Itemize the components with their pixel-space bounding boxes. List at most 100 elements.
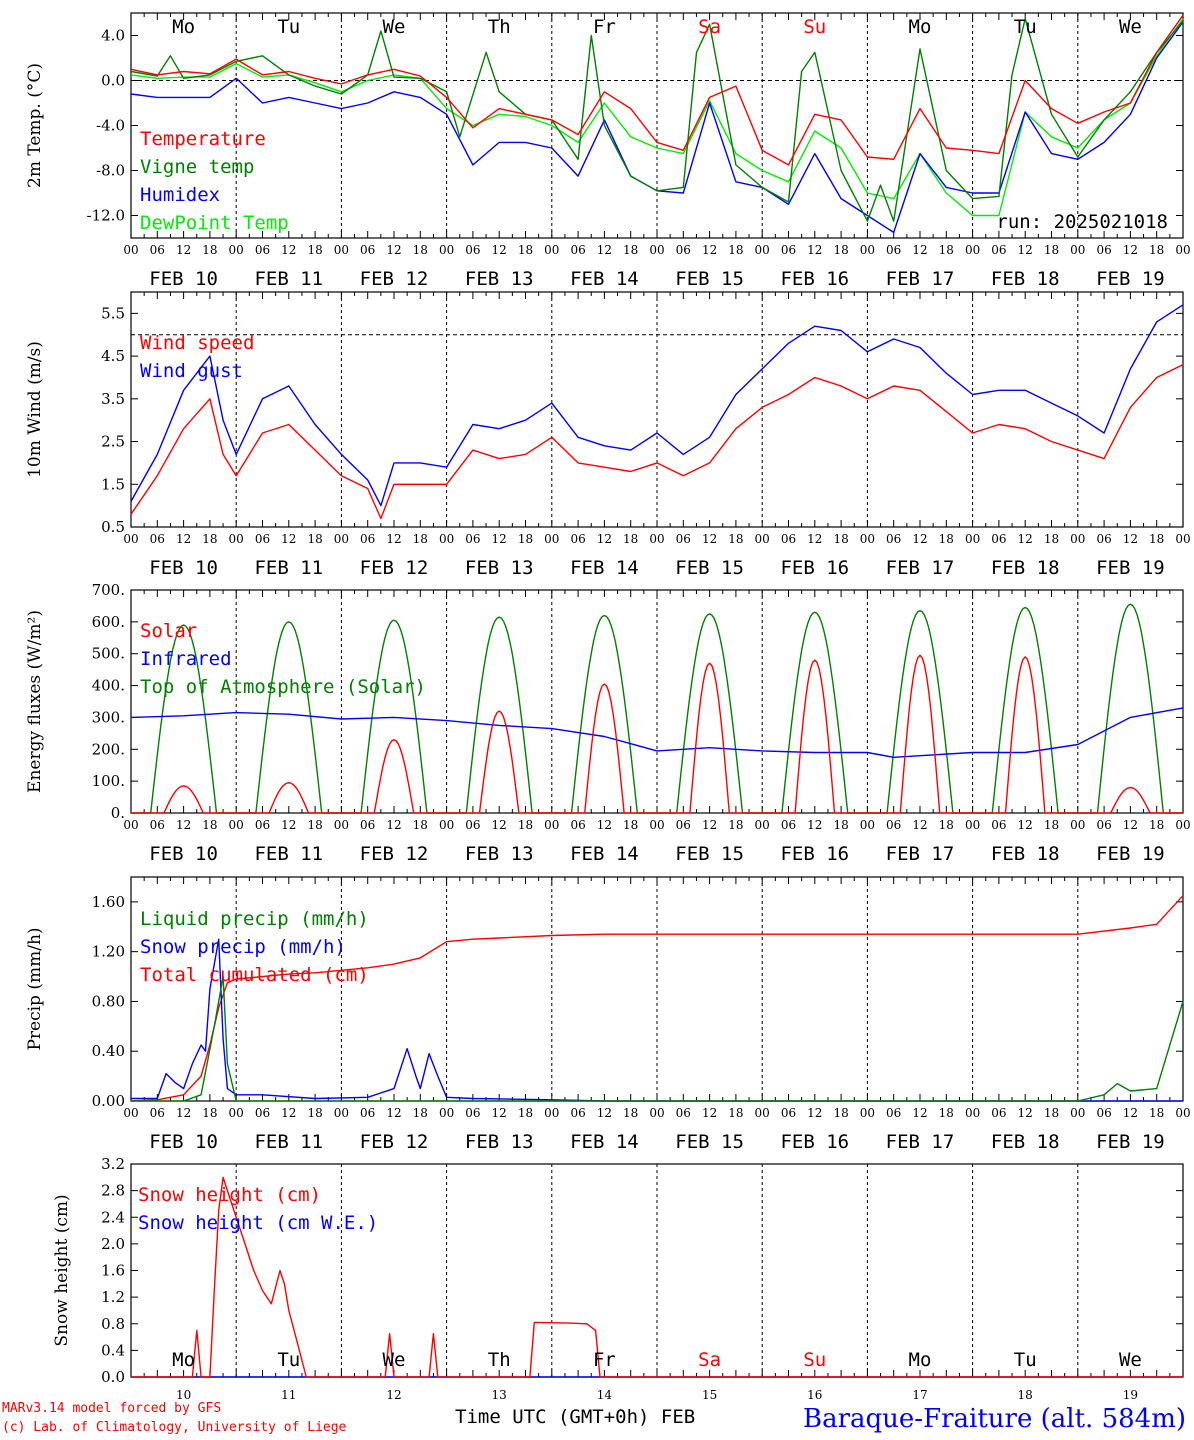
hour-tick-label: 18 xyxy=(1149,1106,1164,1120)
hour-tick-label: 12 xyxy=(176,1106,191,1120)
day-label: FEB 13 xyxy=(465,268,534,290)
hour-tick-label: 00 xyxy=(544,818,559,832)
hour-tick-label: 12 xyxy=(807,532,822,546)
hour-tick-label: 12 xyxy=(176,243,191,257)
hour-tick-label: 18 xyxy=(939,818,954,832)
y-tick-label: 0.80 xyxy=(92,992,125,1010)
hour-tick-label: 00 xyxy=(229,818,244,832)
hour-tick-label: 18 xyxy=(833,243,848,257)
hour-tick-label: 18 xyxy=(939,243,954,257)
hour-tick-label: 00 xyxy=(1175,818,1190,832)
hour-tick-label: 18 xyxy=(518,243,533,257)
y-axis-label: 10m Wind (m/s) xyxy=(25,341,45,478)
day-number-label: 18 xyxy=(1018,1388,1033,1402)
day-label: FEB 18 xyxy=(991,843,1060,865)
day-label: FEB 14 xyxy=(570,1131,639,1153)
hour-tick-label: 06 xyxy=(570,243,585,257)
hour-tick-label: 00 xyxy=(965,243,980,257)
hour-tick-label: 12 xyxy=(912,818,927,832)
y-tick-label: 1.5 xyxy=(101,475,125,493)
day-label: FEB 14 xyxy=(570,557,639,579)
y-tick-label: 200. xyxy=(92,740,125,758)
hour-tick-label: 06 xyxy=(676,1106,691,1120)
hour-tick-label: 12 xyxy=(912,243,927,257)
hour-tick-label: 18 xyxy=(202,1106,217,1120)
y-tick-label: 0.40 xyxy=(92,1042,125,1060)
hour-tick-label: 12 xyxy=(1018,532,1033,546)
hour-tick-label: 00 xyxy=(860,243,875,257)
hour-tick-label: 18 xyxy=(307,243,322,257)
hour-tick-label: 06 xyxy=(465,532,480,546)
hour-tick-label: 00 xyxy=(755,243,770,257)
hour-tick-label: 12 xyxy=(492,532,507,546)
series-line-1 xyxy=(131,1176,1183,1378)
hour-tick-label: 06 xyxy=(570,532,585,546)
hour-tick-label: 00 xyxy=(649,818,664,832)
day-label: FEB 13 xyxy=(465,843,534,865)
hour-tick-label: 06 xyxy=(1096,1106,1111,1120)
y-tick-label: 2.0 xyxy=(101,1235,125,1253)
hour-tick-label: 00 xyxy=(755,532,770,546)
y-tick-label: 2.4 xyxy=(101,1208,125,1226)
y-tick-label: 2.5 xyxy=(101,433,125,451)
legend-entry: Snow precip (mm/h) xyxy=(140,936,346,958)
weekday-label-bottom: Tu xyxy=(277,1349,300,1371)
run-label: run: 2025021018 xyxy=(996,211,1168,233)
y-tick-label: 0.0 xyxy=(101,1368,125,1386)
series-line-1 xyxy=(130,363,1184,520)
day-label: FEB 16 xyxy=(780,843,849,865)
hour-tick-label: 00 xyxy=(334,532,349,546)
hour-tick-label: 12 xyxy=(176,818,191,832)
day-number-label: 16 xyxy=(807,1388,822,1402)
day-label: FEB 15 xyxy=(675,843,744,865)
day-label: FEB 17 xyxy=(886,843,955,865)
hour-tick-label: 00 xyxy=(965,532,980,546)
day-label: FEB 19 xyxy=(1096,268,1165,290)
hour-tick-label: 18 xyxy=(307,818,322,832)
series-line-2 xyxy=(131,938,1183,1102)
day-label: FEB 11 xyxy=(254,1131,323,1153)
hour-tick-label: 00 xyxy=(439,532,454,546)
y-tick-label: 4.5 xyxy=(101,347,125,365)
weekday-label-top: Fr xyxy=(593,16,616,38)
hour-tick-label: 18 xyxy=(728,532,743,546)
hour-tick-label: 12 xyxy=(492,818,507,832)
hour-tick-label: 12 xyxy=(1123,1106,1138,1120)
hour-tick-label: 06 xyxy=(991,532,1006,546)
weekday-label-top: Mo xyxy=(909,16,932,38)
hour-tick-label: 12 xyxy=(386,243,401,257)
hour-tick-label: 12 xyxy=(807,243,822,257)
day-label: FEB 19 xyxy=(1096,557,1165,579)
day-label: FEB 12 xyxy=(360,843,429,865)
day-number-label: 12 xyxy=(386,1388,401,1402)
hour-tick-label: 00 xyxy=(123,532,138,546)
hour-tick-label: 18 xyxy=(202,532,217,546)
hour-tick-label: 00 xyxy=(229,1106,244,1120)
y-tick-label: 600. xyxy=(92,613,125,631)
hour-tick-label: 06 xyxy=(676,818,691,832)
hour-tick-label: 12 xyxy=(1018,818,1033,832)
hour-tick-label: 00 xyxy=(544,1106,559,1120)
hour-tick-label: 00 xyxy=(649,243,664,257)
panel-2 xyxy=(130,291,1184,528)
hour-tick-label: 00 xyxy=(334,818,349,832)
hour-tick-label: 18 xyxy=(623,818,638,832)
weekday-label-bottom: Sa xyxy=(698,1349,721,1371)
hour-tick-label: 06 xyxy=(360,243,375,257)
hour-tick-label: 18 xyxy=(1044,1106,1059,1120)
legend-entry: Infrared xyxy=(140,648,232,670)
hour-tick-label: 06 xyxy=(886,1106,901,1120)
hour-tick-label: 06 xyxy=(781,1106,796,1120)
weekday-label-top: We xyxy=(383,16,406,38)
weekday-label-top: Tu xyxy=(277,16,300,38)
hour-tick-label: 12 xyxy=(597,243,612,257)
day-label: FEB 10 xyxy=(149,268,218,290)
legend-entry: Wind speed xyxy=(140,332,254,354)
hour-tick-label: 00 xyxy=(965,1106,980,1120)
day-number-label: 17 xyxy=(912,1388,927,1402)
hour-tick-label: 12 xyxy=(386,1106,401,1120)
hour-tick-label: 12 xyxy=(386,532,401,546)
series-line-3 xyxy=(131,603,1183,814)
hour-tick-label: 00 xyxy=(755,818,770,832)
